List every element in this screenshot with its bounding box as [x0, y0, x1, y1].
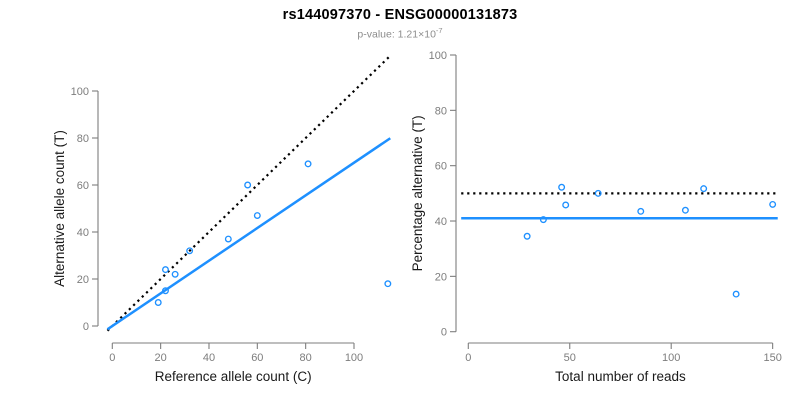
figure-title: rs144097370 - ENSG00000131873 [282, 7, 518, 23]
data-point [154, 299, 162, 306]
x-tick-label: 40 [203, 352, 215, 364]
data-point [594, 189, 602, 197]
x-tick-label: 100 [662, 352, 680, 364]
data-point [562, 201, 570, 209]
data-point [523, 232, 531, 240]
data-point [161, 266, 169, 274]
y-tick-label: 20 [77, 274, 89, 286]
x-tick-label: 0 [465, 352, 471, 364]
p-value-subtitle: p-value: 1.21×10-7 [0, 26, 800, 41]
y-tick-label: 40 [77, 227, 89, 239]
x-tick-label: 0 [109, 352, 115, 364]
x-axis-title: Reference allele count (C) [155, 369, 312, 384]
data-point [171, 270, 179, 278]
y-tick-label: 60 [435, 161, 447, 173]
y-tick-label: 0 [441, 327, 447, 339]
y-axis-title: Percentage alternative (T) [410, 115, 425, 271]
x-tick-label: 100 [345, 352, 363, 364]
data-point [186, 247, 194, 255]
data-point [732, 290, 740, 298]
x-tick-label: 150 [763, 352, 781, 364]
data-point [700, 185, 708, 193]
y-axis-title: Alternative allele count (T) [52, 130, 67, 287]
data-point [539, 216, 547, 224]
x-tick-label: 20 [155, 352, 167, 364]
y-tick-label: 80 [77, 133, 89, 145]
x-tick-label: 50 [564, 352, 576, 364]
data-point [384, 280, 392, 288]
data-point [244, 181, 252, 189]
data-point [253, 212, 261, 220]
data-point [637, 207, 645, 215]
figure-header: rs144097370 - ENSG00000131873 p-value: 1… [0, 0, 800, 41]
y-tick-label: 20 [435, 271, 447, 283]
identity-line [106, 56, 390, 332]
data-point [769, 200, 777, 208]
fit-line [106, 137, 391, 331]
data-point [161, 287, 169, 295]
y-tick-label: 0 [83, 321, 89, 333]
y-tick-label: 100 [429, 50, 447, 62]
p-value-text: p-value: 1.21×10 [357, 28, 436, 41]
y-tick-label: 80 [435, 105, 447, 117]
p-value-exponent: -7 [435, 26, 443, 35]
y-tick-label: 100 [71, 86, 89, 98]
x-axis-title: Total number of reads [555, 369, 686, 384]
x-tick-label: 80 [300, 352, 312, 364]
data-point [304, 160, 312, 168]
y-tick-label: 60 [77, 180, 89, 192]
data-point [558, 183, 566, 191]
y-tick-label: 40 [435, 216, 447, 228]
right-plot: 0 20 40 60 80 100 0 50 100 150 Percentage alternat… [410, 50, 782, 384]
left-plot: 0 20 40 60 80 100 0 20 40 60 80 100 Alternative alle… [52, 56, 392, 384]
data-point [224, 235, 232, 243]
data-point [681, 206, 689, 214]
x-tick-label: 60 [251, 352, 263, 364]
